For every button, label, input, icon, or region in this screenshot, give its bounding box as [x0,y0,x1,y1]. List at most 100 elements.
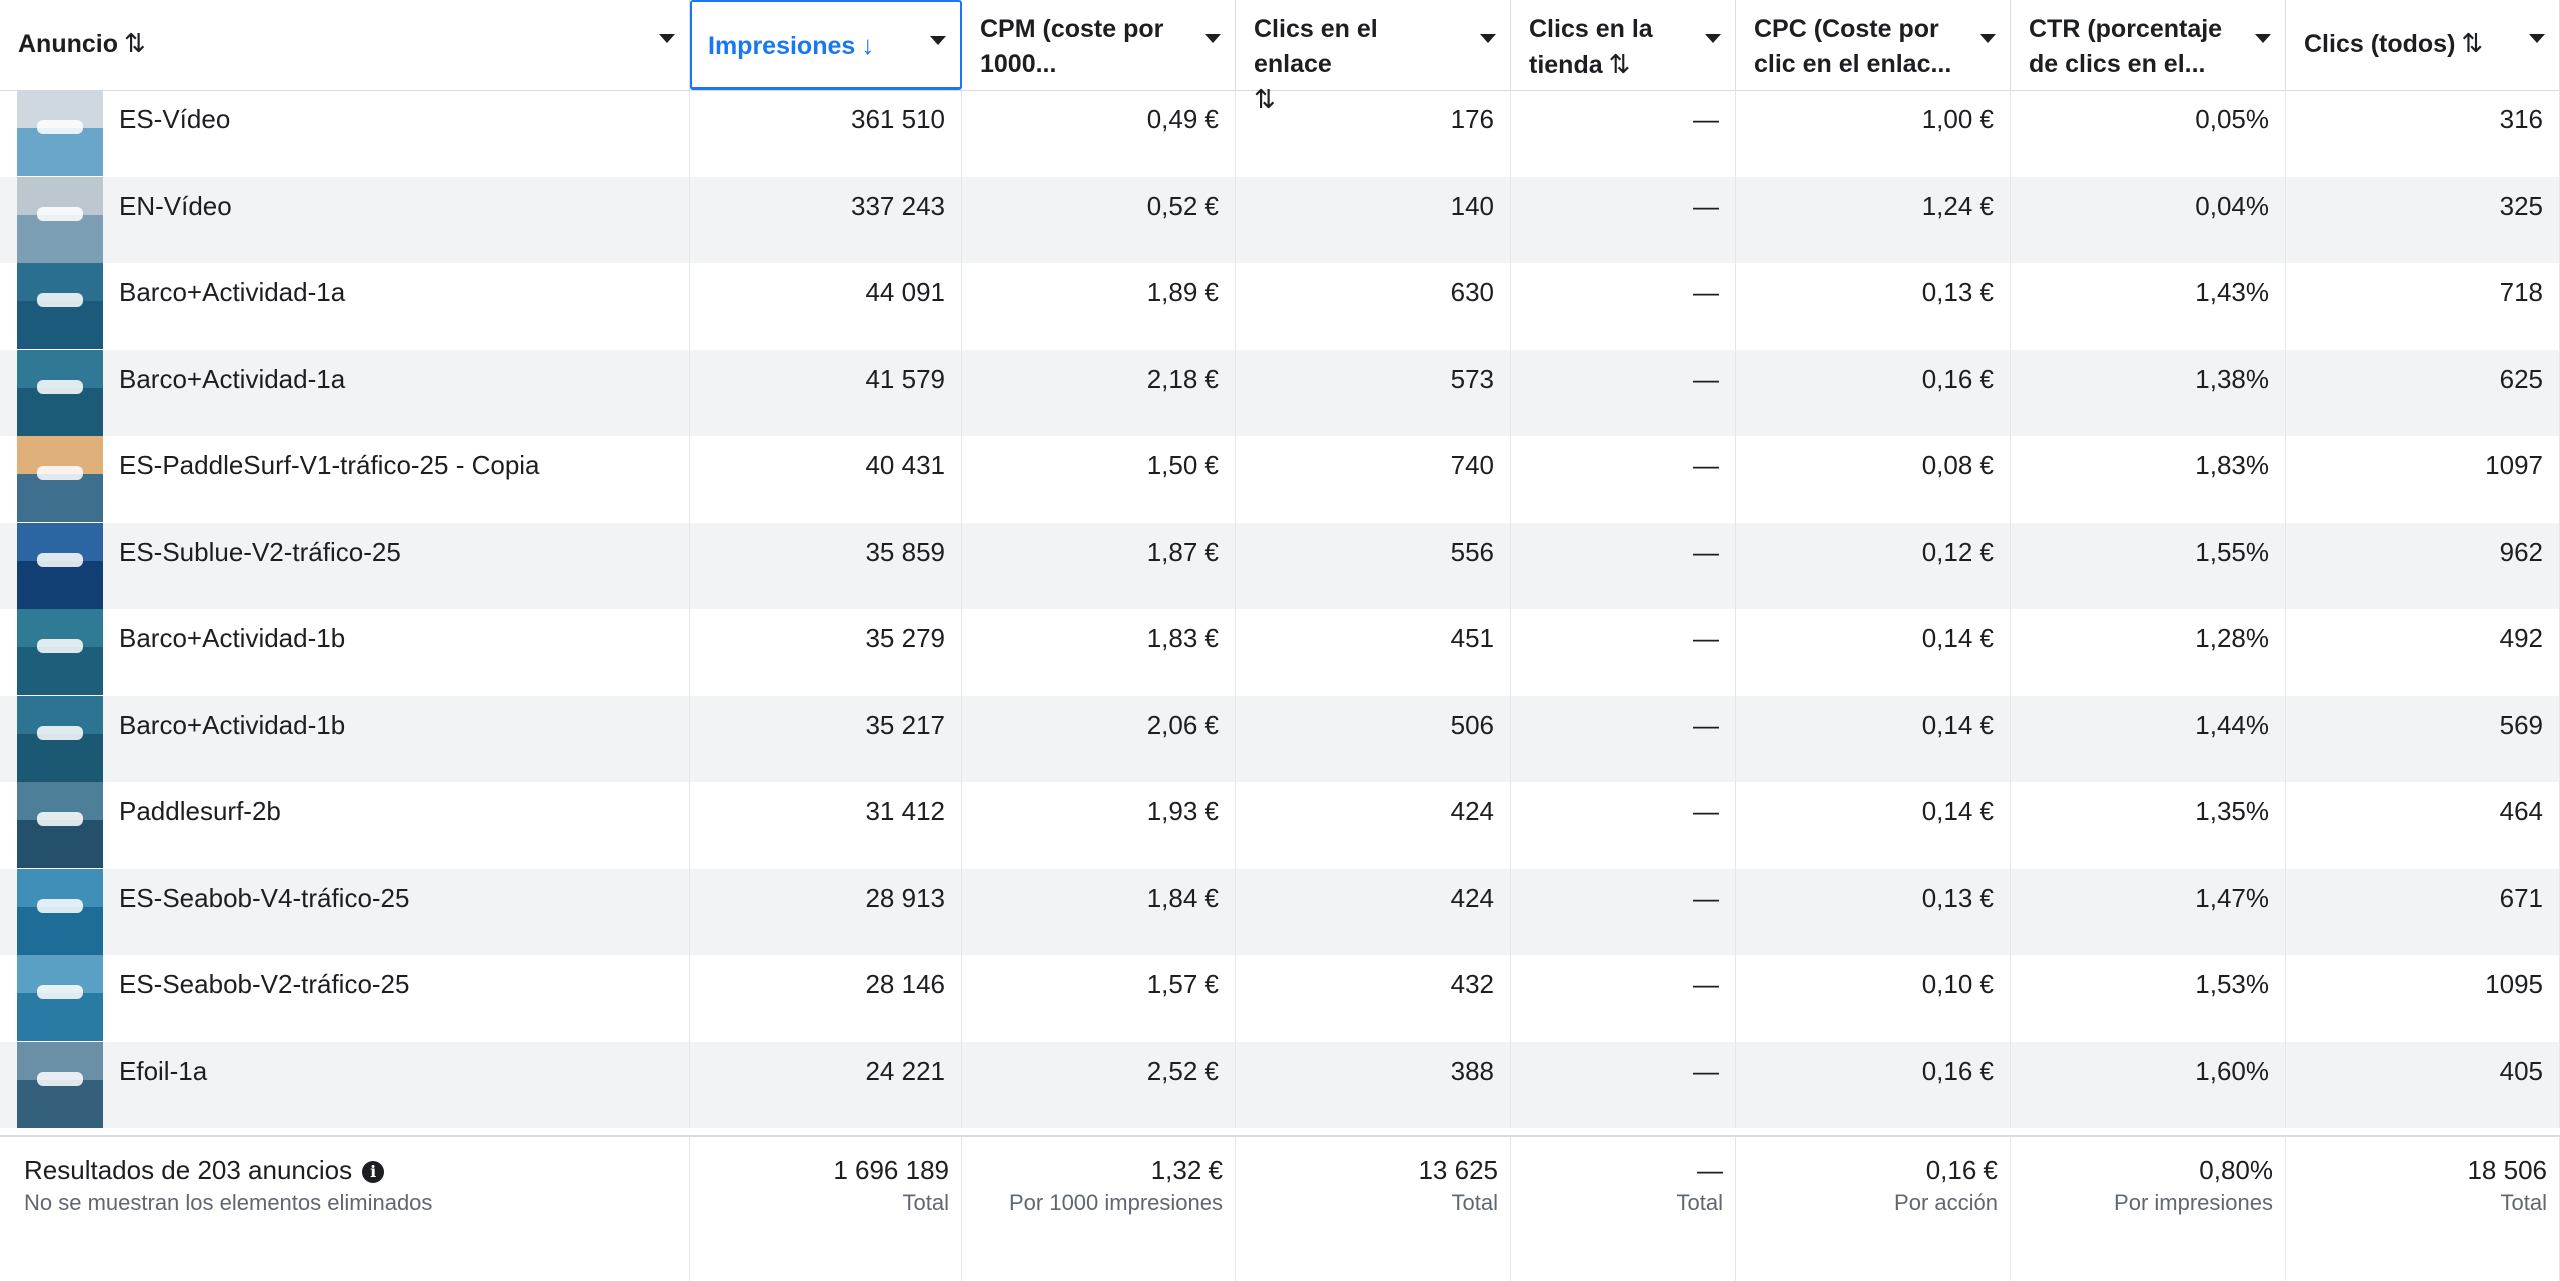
ad-cell[interactable]: Barco+Actividad-1a [0,263,690,350]
ad-thumbnail[interactable] [17,1041,103,1128]
col-header-anuncio[interactable]: Anuncio ⇅ [0,0,690,90]
table-row[interactable]: ES-Seabob-V2-tráfico-25 28 146 1,57 €432—0… [0,955,2560,1042]
ad-thumbnail[interactable] [17,263,103,349]
footer-value: 1 696 189 [833,1155,949,1185]
ad-thumbnail[interactable] [17,176,103,263]
cell-link-clicks: 176 [1236,90,1511,177]
ad-cell[interactable]: ES-Seabob-V4-tráfico-25 [0,868,690,955]
cell-cpc: 0,13 € [1736,868,2011,955]
footer-ctr: 0,80% Por impresiones [2011,1137,2286,1281]
column-menu-caret-icon[interactable] [2255,34,2271,43]
footer-value: 1,32 € [1150,1155,1223,1185]
ad-cell[interactable]: Efoil-1a [0,1041,690,1128]
ad-thumbnail[interactable] [17,695,103,782]
cell-ctr: 1,44% [2011,695,2286,782]
ad-cell[interactable]: EN-Vídeo [0,176,690,263]
ad-thumbnail[interactable] [17,782,103,868]
ad-name[interactable]: Barco+Actividad-1b [119,709,346,740]
ad-cell[interactable]: Barco+Actividad-1b [0,695,690,782]
ad-name[interactable]: ES-PaddleSurf-V1-tráfico-25 - Copia [119,450,540,480]
sort-descending-icon[interactable]: ↓ [861,30,875,60]
cell-impressions: 28 913 [690,868,962,955]
ad-name[interactable]: Efoil-1a [119,1055,208,1086]
table-row[interactable]: Barco+Actividad-1a 41 579 2,18 €573—0,16 €… [0,349,2560,436]
column-menu-caret-icon[interactable] [1705,34,1721,43]
ad-thumbnail[interactable] [17,349,103,436]
cell-link-clicks: 424 [1236,782,1511,869]
sort-arrows-icon[interactable]: ⇅ [124,28,146,58]
cell-cpc: 0,14 € [1736,695,2011,782]
table-row[interactable]: Barco+Actividad-1b 35 217 2,06 €506—0,14 €… [0,695,2560,782]
column-menu-caret-icon[interactable] [1980,34,1996,43]
column-menu-caret-icon[interactable] [1205,34,1221,43]
ad-name[interactable]: Barco+Actividad-1a [119,277,346,307]
table-body[interactable]: ES-Vídeo 361 510 0,49 €176—1,00 €0,05% 316 E… [0,90,2560,1135]
ad-name[interactable]: Paddlesurf-2b [119,796,281,826]
ad-cell[interactable]: ES-Seabob-V2-tráfico-25 [0,955,690,1042]
table-row[interactable]: ES-Seabob-V4-tráfico-25 28 913 1,84 €424—0… [0,868,2560,955]
table-row[interactable]: ES-PaddleSurf-V1-tráfico-25 - Copia 40 43… [0,436,2560,523]
col-header-label-line1: Clics en la [1529,15,1653,43]
ad-thumbnail[interactable] [17,868,103,955]
col-header-clics-enlace[interactable]: Clics en el enlace ⇅ [1236,0,1511,114]
ad-name[interactable]: EN-Vídeo [119,190,232,221]
cell-store-clicks: — [1511,349,1736,436]
cell-link-clicks: 424 [1236,868,1511,955]
column-menu-caret-icon[interactable] [930,36,946,45]
ad-cell[interactable]: Barco+Actividad-1b [0,609,690,696]
col-header-clics-tienda[interactable]: Clics en la tienda ⇅ [1511,0,1736,90]
table-row[interactable]: ES-Vídeo 361 510 0,49 €176—1,00 €0,05% 316 [0,90,2560,177]
ad-cell[interactable]: Barco+Actividad-1a [0,349,690,436]
cell-cpc: 0,13 € [1736,263,2011,350]
cell-clicks-all: 492 [2286,609,2560,696]
cell-link-clicks: 388 [1236,1041,1511,1128]
sort-arrows-icon[interactable]: ⇅ [2461,28,2484,58]
cell-clicks-all: 1097 [2286,436,2560,523]
cell-ctr: 0,05% [2011,90,2286,177]
column-menu-caret-icon[interactable] [1480,34,1496,43]
ad-cell[interactable]: ES-Sublue-V2-tráfico-25 [0,522,690,609]
footer-results: Resultados de 203 anuncios i No se muestr… [0,1137,690,1281]
ad-name[interactable]: Barco+Actividad-1a [119,363,346,394]
results-label: Resultados de 203 anuncios [24,1155,353,1185]
ad-name[interactable]: ES-Seabob-V4-tráfico-25 [119,882,410,913]
cell-clicks-all: 625 [2286,349,2560,436]
table-row[interactable]: EN-Vídeo 337 243 0,52 €140—1,24 €0,04% 325 [0,176,2560,263]
table-row[interactable]: Barco+Actividad-1a 44 091 1,89 €630—0,13 €… [0,263,2560,350]
ad-name[interactable]: ES-Seabob-V2-tráfico-25 [119,969,410,999]
col-header-label: Impresiones [708,32,856,60]
table-header: Anuncio ⇅ Impresiones ↓ CPM (coste por 100… [0,0,2560,114]
table-row[interactable]: ES-Sublue-V2-tráfico-25 35 859 1,87 €556—0… [0,522,2560,609]
col-header-impresiones[interactable]: Impresiones ↓ [690,0,962,90]
sort-arrows-icon[interactable]: ⇅ [1608,49,1631,79]
table-row[interactable]: Efoil-1a 24 221 2,52 €388—0,16 €1,60% 405 [0,1041,2560,1128]
column-menu-caret-icon[interactable] [2529,34,2545,43]
cell-clicks-all: 325 [2286,176,2560,263]
ad-cell[interactable]: ES-Vídeo [0,90,690,177]
table-row[interactable]: Paddlesurf-2b 31 412 1,93 €424—0,14 €1,35%… [0,782,2560,869]
ad-thumbnail[interactable] [17,609,103,695]
ad-name[interactable]: Barco+Actividad-1b [119,623,346,653]
ad-thumbnail[interactable] [17,955,103,1041]
col-header-cpc[interactable]: CPC (Coste por clic en el enlac... [1736,0,2011,90]
cell-impressions: 24 221 [690,1041,962,1128]
col-header-clics-todos[interactable]: Clics (todos) ⇅ [2286,0,2560,90]
cell-cpc: 0,10 € [1736,955,2011,1042]
ad-name[interactable]: ES-Vídeo [119,104,231,134]
thumbnail-sea [17,820,103,868]
column-menu-caret-icon[interactable] [659,34,675,43]
ad-thumbnail[interactable] [17,522,103,609]
cell-clicks-all: 962 [2286,522,2560,609]
cell-store-clicks: — [1511,90,1736,177]
ad-cell[interactable]: Paddlesurf-2b [0,782,690,869]
col-header-cpm[interactable]: CPM (coste por 1000... [962,0,1236,90]
ad-thumbnail[interactable] [17,436,103,522]
table-row[interactable]: Barco+Actividad-1b 35 279 1,83 €451—0,14 €… [0,609,2560,696]
ad-cell[interactable]: ES-PaddleSurf-V1-tráfico-25 - Copia [0,436,690,523]
info-icon[interactable]: i [362,1161,385,1183]
col-header-ctr[interactable]: CTR (porcentaje de clics en el... [2011,0,2286,90]
ad-thumbnail[interactable] [17,90,103,176]
sort-arrows-icon[interactable]: ⇅ [1254,84,1276,114]
cell-cpm: 1,89 € [962,263,1236,350]
ad-name[interactable]: ES-Sublue-V2-tráfico-25 [119,536,401,567]
